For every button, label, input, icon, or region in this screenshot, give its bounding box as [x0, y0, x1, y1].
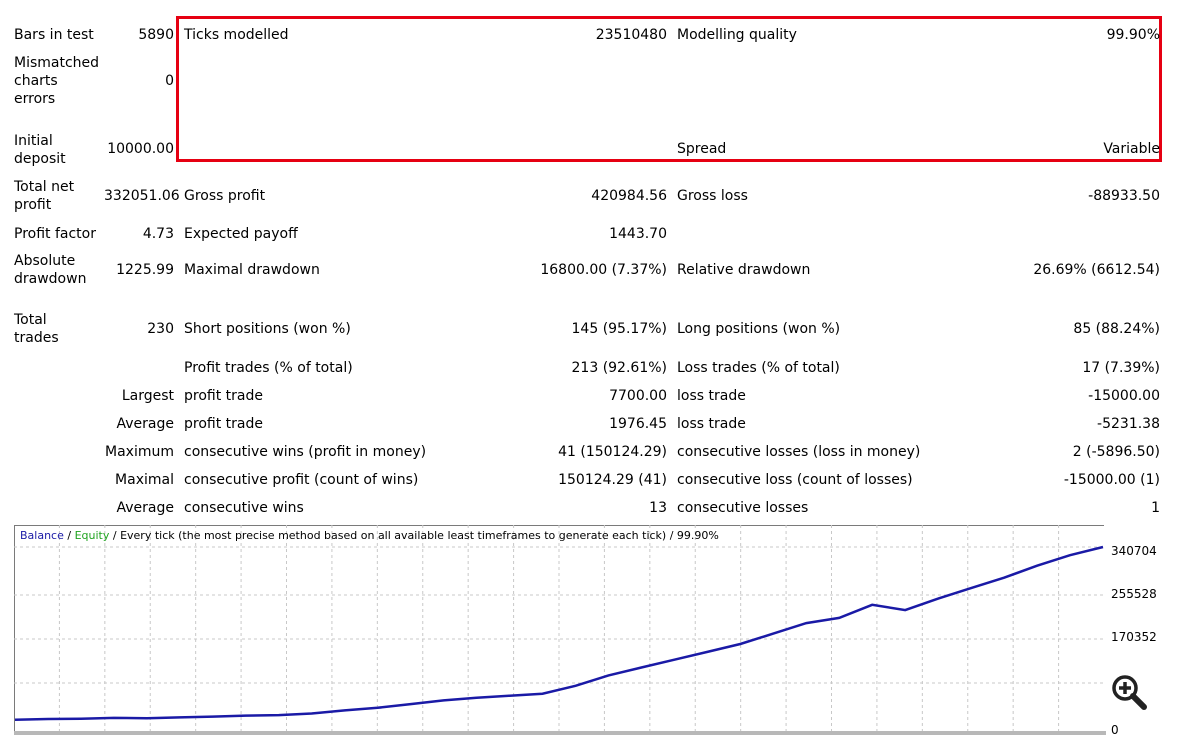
- average-consecutive-label: Average: [116, 500, 175, 516]
- short-positions-value: 145 (95.17%): [571, 321, 667, 337]
- absolute-drawdown-label: Absolute drawdown: [14, 253, 87, 287]
- maximal-consecutive-profit-value: 150124.29 (41): [558, 472, 667, 488]
- gross-loss-value: -88933.50: [1088, 188, 1160, 204]
- mismatched-label: Mismatched charts errors: [14, 55, 100, 107]
- max-consecutive-losses-value: 2 (-5896.50): [1072, 444, 1160, 460]
- spread-label: Spread: [677, 141, 727, 157]
- legend-separator: /: [63, 529, 75, 542]
- profit-trades-value: 213 (92.61%): [571, 360, 667, 376]
- relative-drawdown-label: Relative drawdown: [677, 262, 811, 278]
- average-profit-label: profit trade: [184, 416, 263, 432]
- balance-chart: Balance / Equity / Every tick (the most …: [14, 525, 1187, 753]
- loss-trades-label: Loss trades (% of total): [677, 360, 840, 376]
- maximal-drawdown-label: Maximal drawdown: [184, 262, 320, 278]
- total-net-profit-label: Total net profit: [14, 179, 75, 213]
- max-consecutive-wins-label: consecutive wins (profit in money): [184, 444, 427, 460]
- highlight-box: [176, 16, 1162, 162]
- gross-profit-value: 420984.56: [591, 188, 667, 204]
- max-consecutive-losses-label: consecutive losses (loss in money): [677, 444, 921, 460]
- ticks-modelled-value: 23510480: [595, 27, 667, 43]
- bars-in-test-label: Bars in test: [14, 27, 94, 43]
- largest-label: Largest: [121, 388, 174, 404]
- balance-line: [14, 545, 1104, 722]
- loss-trades-value: 17 (7.39%): [1082, 360, 1160, 376]
- profit-trades-label: Profit trades (% of total): [184, 360, 353, 376]
- largest-profit-label: profit trade: [184, 388, 263, 404]
- bars-in-test-value: 5890: [138, 27, 174, 43]
- maximal-drawdown-value: 16800.00 (7.37%): [540, 262, 667, 278]
- largest-loss-label: loss trade: [677, 388, 746, 404]
- y-tick-label: 170352: [1111, 630, 1157, 644]
- average-profit-value: 1976.45: [609, 416, 667, 432]
- maximal-consecutive-loss-value: -15000.00 (1): [1063, 472, 1160, 488]
- relative-drawdown-value: 26.69% (6612.54): [1033, 262, 1160, 278]
- legend-description: / Every tick (the most precise method ba…: [109, 529, 719, 542]
- legend-balance: Balance: [20, 529, 64, 542]
- modelling-quality-value: 99.90%: [1106, 27, 1160, 43]
- spread-value: Variable: [1103, 141, 1160, 157]
- chart-legend: Balance / Equity / Every tick (the most …: [20, 529, 719, 542]
- profit-factor-value: 4.73: [142, 226, 174, 242]
- average-label: Average: [116, 416, 175, 432]
- avg-consecutive-wins-label: consecutive wins: [184, 500, 304, 516]
- mismatched-value: 0: [165, 73, 174, 89]
- long-positions-value: 85 (88.24%): [1073, 321, 1160, 337]
- avg-consecutive-losses-value: 1: [1151, 500, 1160, 516]
- long-positions-label: Long positions (won %): [677, 321, 841, 337]
- maximum-label: Maximum: [105, 444, 174, 460]
- initial-deposit-label: Initial deposit: [14, 133, 66, 167]
- total-trades-value: 230: [147, 321, 174, 337]
- largest-profit-value: 7700.00: [609, 388, 667, 404]
- avg-consecutive-wins-value: 13: [649, 500, 667, 516]
- y-tick-label: 0: [1111, 723, 1119, 737]
- avg-consecutive-losses-label: consecutive losses: [677, 500, 809, 516]
- absolute-drawdown-value: 1225.99: [116, 262, 174, 278]
- total-net-profit-value: 332051.06: [104, 188, 180, 204]
- initial-deposit-value: 10000.00: [107, 141, 174, 157]
- chart-scrollbar[interactable]: [14, 731, 1106, 735]
- largest-loss-value: -15000.00: [1088, 388, 1160, 404]
- legend-equity: Equity: [74, 529, 110, 542]
- short-positions-label: Short positions (won %): [184, 321, 351, 337]
- maximal-consecutive-loss-label: consecutive loss (count of losses): [677, 472, 913, 488]
- maximal-consecutive-profit-label: consecutive profit (count of wins): [184, 472, 419, 488]
- total-trades-label: Total trades: [14, 312, 59, 346]
- gross-loss-label: Gross loss: [677, 188, 748, 204]
- y-tick-label: 255528: [1111, 587, 1157, 601]
- ticks-modelled-label: Ticks modelled: [184, 27, 289, 43]
- modelling-quality-label: Modelling quality: [677, 27, 797, 43]
- max-consecutive-wins-value: 41 (150124.29): [558, 444, 667, 460]
- profit-factor-label: Profit factor: [14, 226, 96, 242]
- maximal-label: Maximal: [115, 472, 174, 488]
- expected-payoff-value: 1443.70: [609, 226, 667, 242]
- chart-plot: [14, 525, 1104, 731]
- expected-payoff-label: Expected payoff: [184, 226, 298, 242]
- gross-profit-label: Gross profit: [184, 188, 266, 204]
- average-loss-value: -5231.38: [1097, 416, 1160, 432]
- average-loss-label: loss trade: [677, 416, 746, 432]
- zoom-in-icon[interactable]: [1110, 673, 1150, 713]
- y-tick-label: 340704: [1111, 544, 1157, 558]
